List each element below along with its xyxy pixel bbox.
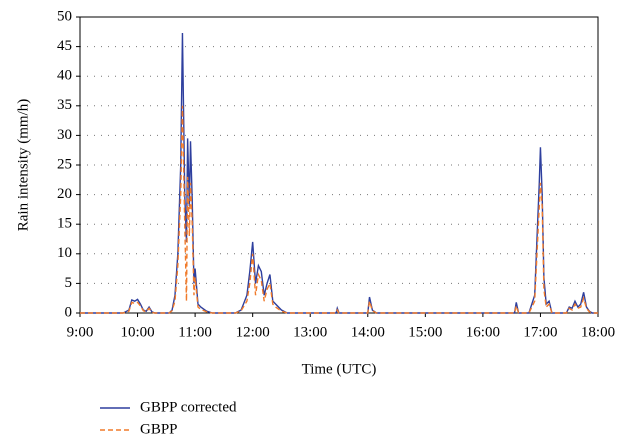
- x-tick-label: 11:00: [178, 324, 212, 340]
- y-axis-label: Rain intensity (mm/h): [15, 99, 31, 232]
- legend-label: GBPP corrected: [140, 399, 237, 415]
- y-tick-label: 20: [57, 186, 72, 202]
- x-tick-label: 18:00: [581, 324, 615, 340]
- y-tick-label: 25: [57, 156, 72, 172]
- x-tick-label: 10:00: [120, 324, 154, 340]
- x-tick-label: 16:00: [466, 324, 500, 340]
- series-line: [80, 32, 598, 314]
- y-tick-label: 10: [57, 245, 72, 261]
- x-tick-label: 15:00: [408, 324, 442, 340]
- y-tick-label: 30: [57, 127, 72, 143]
- x-tick-label: 14:00: [351, 324, 385, 340]
- x-tick-label: 9:00: [67, 324, 94, 340]
- series-line: [80, 105, 598, 314]
- y-tick-label: 35: [57, 97, 72, 113]
- y-tick-label: 45: [57, 38, 72, 54]
- x-axis-label: Time (UTC): [302, 361, 377, 377]
- x-tick-label: 12:00: [236, 324, 270, 340]
- legend-label: GBPP: [140, 421, 178, 437]
- x-tick-label: 17:00: [523, 324, 557, 340]
- y-tick-label: 15: [57, 216, 72, 232]
- y-tick-label: 0: [65, 304, 73, 320]
- y-tick-label: 50: [57, 8, 72, 24]
- y-tick-label: 40: [57, 68, 72, 84]
- y-tick-label: 5: [65, 275, 73, 291]
- x-tick-label: 13:00: [293, 324, 327, 340]
